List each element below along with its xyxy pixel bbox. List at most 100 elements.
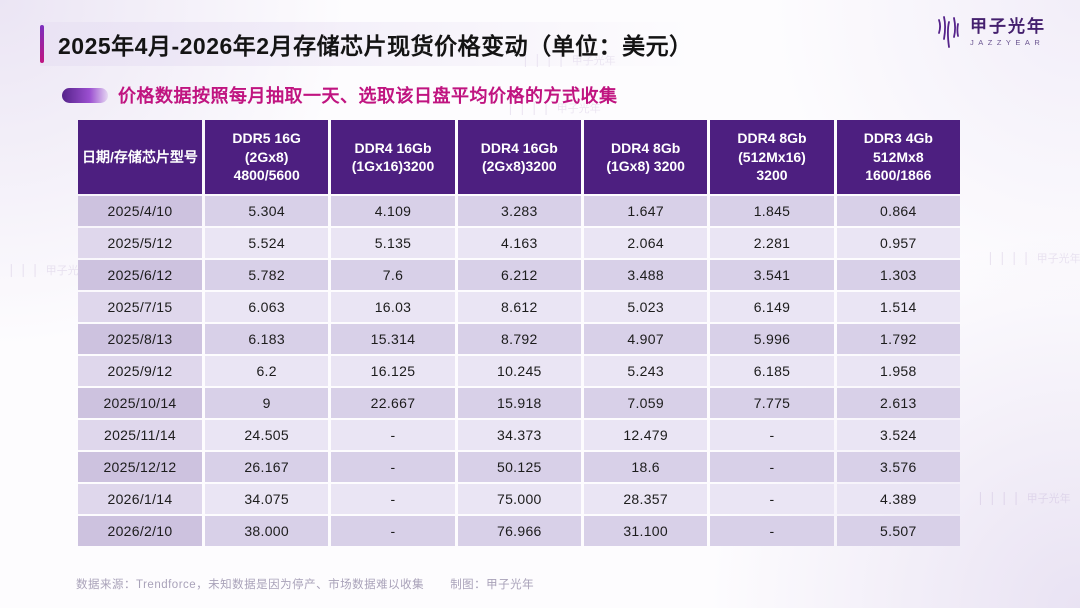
value-cell: 12.479 [583,420,708,450]
value-cell: 2.064 [583,228,708,258]
table-row: 2025/7/15 6.063 16.03 8.612 5.023 6.149 1.514 [78,292,960,322]
value-cell: 3.488 [583,260,708,290]
value-cell: 15.314 [331,324,455,354]
brand-subtitle: JAZZYEAR [970,38,1045,48]
brand-name: 甲子光年 [970,16,1046,36]
value-cell: 1.958 [836,356,960,386]
price-table: 日期/存储芯片型号 DDR5 16G (2Gx8) 4800/5600 DDR4 1… [75,118,963,548]
table-row: 2026/2/10 38.000-76.966 31.100-5.507 [78,516,960,546]
value-cell: 76.966 [457,516,581,546]
value-cell: 7.059 [583,388,708,418]
price-table-body: 2025/4/10 5.304 4.109 3.283 1.647 1.845 0.864 2… [78,196,960,546]
value-cell: 18.6 [583,452,708,482]
value-cell: 6.183 [205,324,329,354]
value-cell: 8.792 [457,324,581,354]
column-header: DDR4 8Gb (1Gx8) 3200 [583,120,708,194]
value-cell: 4.907 [583,324,708,354]
value-cell: 34.373 [457,420,581,450]
header-row: 日期/存储芯片型号 DDR5 16G (2Gx8) 4800/5600 DDR4 1… [78,120,960,194]
value-cell: 0.864 [836,196,960,226]
value-cell: - [331,452,455,482]
watermark: ❘❘❘❘ 甲子光年 [985,250,1080,266]
title-row: 2025年4月-2026年2月存储芯片现货价格变动（单位：美元） [40,22,753,66]
value-cell: 3.541 [710,260,834,290]
table-row: 2025/10/14 9 22.667 15.918 7.059 7.775 2.613 [78,388,960,418]
price-table-head: 日期/存储芯片型号 DDR5 16G (2Gx8) 4800/5600 DDR4 1… [78,120,960,194]
value-cell: - [710,420,834,450]
table-row: 2025/6/12 5.782 7.6 6.212 3.488 3.541 1.303 [78,260,960,290]
table-row: 2026/1/14 34.075-75.000 28.357-4.389 [78,484,960,514]
table-row: 2025/11/14 24.505-34.373 12.479-3.524 [78,420,960,450]
value-cell: 1.647 [583,196,708,226]
value-cell: 8.612 [457,292,581,322]
value-cell: 75.000 [457,484,581,514]
date-cell: 2026/2/10 [78,516,202,546]
value-cell: 7.6 [331,260,455,290]
value-cell: 3.524 [836,420,960,450]
column-header: DDR5 16G (2Gx8) 4800/5600 [205,120,329,194]
value-cell: 34.075 [205,484,329,514]
watermark-text: 甲子光年 [1026,493,1071,505]
brand-text: 甲子光年 JAZZYEAR [970,17,1046,48]
date-cell: 2025/5/12 [78,228,202,258]
date-cell: 2025/4/10 [78,196,202,226]
value-cell: 0.957 [836,228,960,258]
column-header: DDR4 16Gb (1Gx16)3200 [331,120,455,194]
value-cell: 5.304 [205,196,329,226]
value-cell: 5.524 [205,228,329,258]
title-accent-bar [40,25,44,63]
value-cell: 4.163 [457,228,581,258]
value-cell: 5.996 [710,324,834,354]
value-cell: 2.281 [710,228,834,258]
date-cell: 2025/6/12 [78,260,202,290]
value-cell: 10.245 [457,356,581,386]
value-cell: 26.167 [205,452,329,482]
column-header-date: 日期/存储芯片型号 [78,120,202,194]
table-row: 2025/8/13 6.183 15.314 8.792 4.907 5.996 1.792 [78,324,960,354]
value-cell: 4.389 [836,484,960,514]
value-cell: 24.505 [205,420,329,450]
value-cell: - [710,484,834,514]
brand-logo-icon [938,16,959,48]
column-header: DDR4 8Gb (512Mx16) 3200 [710,120,834,194]
value-cell: - [710,516,834,546]
value-cell: 3.576 [836,452,960,482]
value-cell: 7.775 [710,388,834,418]
table-row: 2025/9/12 6.2 16.125 10.245 5.243 6.185 1.958 [78,356,960,386]
value-cell: 9 [205,388,329,418]
value-cell: 6.212 [457,260,581,290]
value-cell: - [331,484,455,514]
value-cell: 22.667 [331,388,455,418]
date-cell: 2026/1/14 [78,484,202,514]
value-cell: 6.063 [205,292,329,322]
table-row: 2025/12/12 26.167-50.125 18.6-3.576 [78,452,960,482]
value-cell: 5.135 [331,228,455,258]
value-cell: 31.100 [583,516,708,546]
value-cell: 1.792 [836,324,960,354]
value-cell: 15.918 [457,388,581,418]
value-cell: 5.507 [836,516,960,546]
footer-source: 数据来源：Trendforce，未知数据是因为停产、市场数据难以收集 [76,579,425,591]
value-cell: 3.283 [457,196,581,226]
value-cell: 4.109 [331,196,455,226]
subtitle-accent-bar [62,87,108,103]
page-subtitle: 价格数据按照每月抽取一天、选取该日盘平均价格的方式收集 [118,86,618,106]
table-row: 2025/5/12 5.524 5.135 4.163 2.064 2.281 0.957 [78,228,960,258]
subtitle-row: 价格数据按照每月抽取一天、选取该日盘平均价格的方式收集 [62,82,618,108]
value-cell: 16.125 [331,356,455,386]
value-cell: 16.03 [331,292,455,322]
value-cell: 1.514 [836,292,960,322]
footer-credit: 制图：甲子光年 [450,579,535,591]
value-cell: - [331,516,455,546]
table-row: 2025/4/10 5.304 4.109 3.283 1.647 1.845 0.864 [78,196,960,226]
value-cell: - [710,452,834,482]
value-cell: 1.303 [836,260,960,290]
watermark-logo-icon: ❘❘❘❘ [985,250,1033,265]
value-cell: 6.149 [710,292,834,322]
page-title: 2025年4月-2026年2月存储芯片现货价格变动（单位：美元） [58,33,693,59]
date-cell: 2025/7/15 [78,292,202,322]
value-cell: 2.613 [836,388,960,418]
watermark-logo-icon: ❘❘❘❘ [975,490,1023,505]
value-cell: - [331,420,455,450]
